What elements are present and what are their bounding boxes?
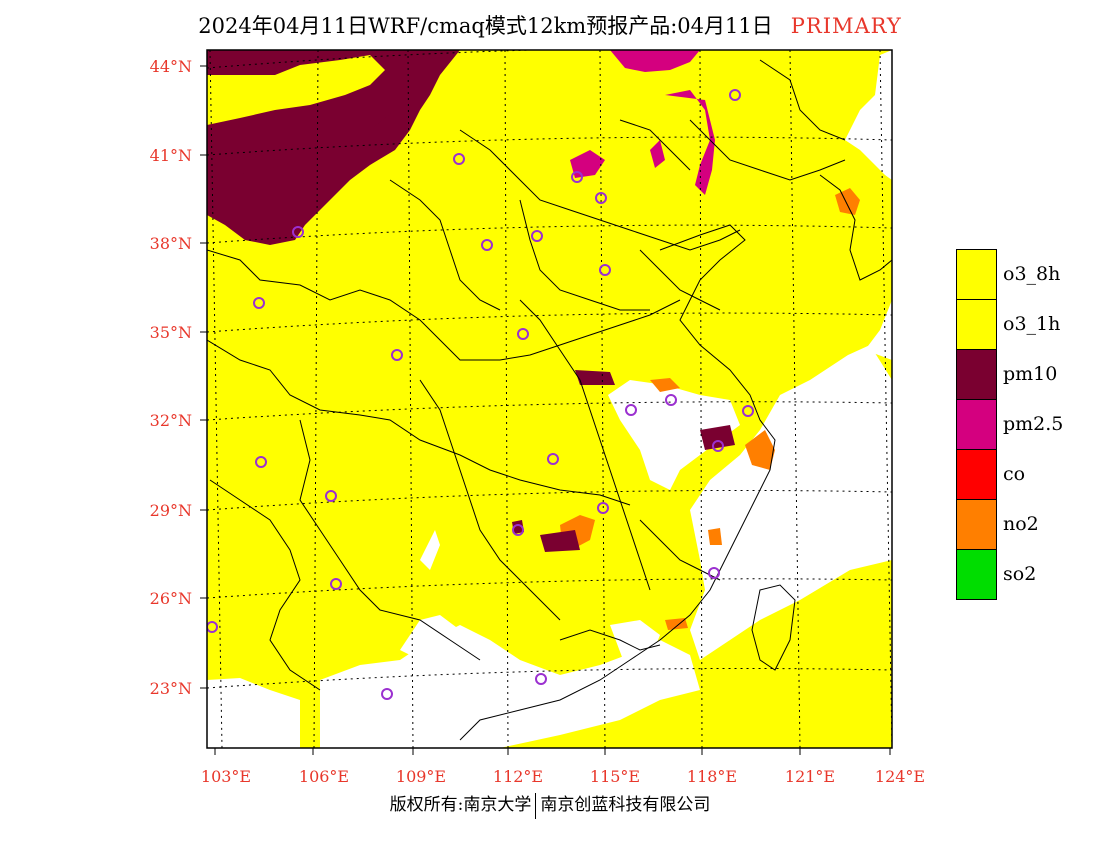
pm25-north-top: [610, 50, 700, 72]
pm10-hunan-spot: [512, 520, 524, 534]
no2-northeast-spot: [835, 188, 860, 215]
footer-separator: [535, 792, 537, 819]
lon-label-103: 103°E: [201, 767, 251, 786]
map-frame: [206, 49, 893, 749]
legend-swatch: [956, 299, 997, 349]
pm25-north-spot: [570, 150, 605, 178]
lon-label-124: 124°E: [875, 767, 925, 786]
map-title: 2024年04月11日WRF/cmaq模式12km预报产品:04月11日 PRIM…: [0, 10, 1100, 40]
lat-label-23: 23°N: [150, 679, 192, 698]
lat-label-38: 38°N: [150, 234, 192, 253]
lon-label-112: 112°E: [493, 767, 543, 786]
pm10-delta-spots: [700, 425, 735, 450]
legend-label: o3_8h: [1003, 263, 1061, 285]
primary-badge: PRIMARY: [790, 14, 902, 38]
legend-swatch: [956, 249, 997, 299]
lat-label-26: 26°N: [150, 589, 192, 608]
legend-swatch: [956, 549, 997, 600]
pm25-north-band: [665, 90, 715, 195]
axis-ticks: [200, 65, 891, 755]
lon-label-121: 121°E: [785, 767, 835, 786]
lat-label-29: 29°N: [150, 501, 192, 520]
taiwan-strait-white: [705, 460, 775, 645]
legend-label: o3_1h: [1003, 313, 1061, 335]
pm10-northwest-strip: [207, 85, 395, 180]
legend-label: pm10: [1003, 363, 1058, 385]
legend-label: no2: [1003, 513, 1039, 535]
copyright-right: 南京创蓝科技有限公司: [540, 795, 711, 815]
province-borders: [207, 59, 846, 691]
west-white-patch: [420, 530, 440, 570]
south-white-2: [400, 615, 460, 660]
southwest-white: [207, 678, 300, 748]
central-white: [608, 380, 740, 490]
no2-central-spots: [650, 378, 680, 392]
lon-label-109: 109°E: [396, 767, 446, 786]
graticule: [207, 50, 892, 748]
legend-label: co: [1003, 463, 1026, 485]
no2-south-spot-2: [708, 528, 722, 545]
lon-label-115: 115°E: [590, 767, 640, 786]
coastline: [459, 174, 892, 741]
copyright-footer: 版权所有:南京大学 南京创蓝科技有限公司: [0, 790, 1100, 819]
lon-label-118: 118°E: [687, 767, 737, 786]
legend-label: so2: [1003, 563, 1037, 585]
no2-delta-cluster: [745, 430, 775, 470]
station-markers: [207, 89, 754, 700]
pm25-north-spot-2: [650, 140, 665, 168]
copyright-left: 版权所有:南京大学: [389, 795, 532, 815]
lat-label-32: 32°N: [150, 411, 192, 430]
latitude-labels: 44°N 41°N 38°N 35°N 32°N 29°N 26°N 23°N: [150, 57, 192, 698]
longitude-labels: 103°E 106°E 109°E 112°E 115°E 118°E 121°…: [201, 767, 925, 786]
legend-label: pm2.5: [1003, 413, 1064, 435]
pm10-central-spots: [575, 370, 615, 385]
northeast-white: [845, 50, 892, 180]
pm10-hunan-cluster: [540, 530, 580, 552]
pearl-white: [610, 620, 660, 665]
legend-swatch: [956, 399, 997, 449]
legend-swatch: [956, 449, 997, 499]
lat-label-44: 44°N: [150, 57, 192, 76]
map-plot: [207, 50, 892, 748]
title-text: 2024年04月11日WRF/cmaq模式12km预报产品:04月11日: [198, 14, 773, 38]
legend-swatch: [956, 349, 997, 399]
lat-label-41: 41°N: [150, 146, 192, 165]
legend-swatch: [956, 499, 997, 549]
lat-label-35: 35°N: [150, 323, 192, 342]
lon-label-106: 106°E: [299, 767, 349, 786]
